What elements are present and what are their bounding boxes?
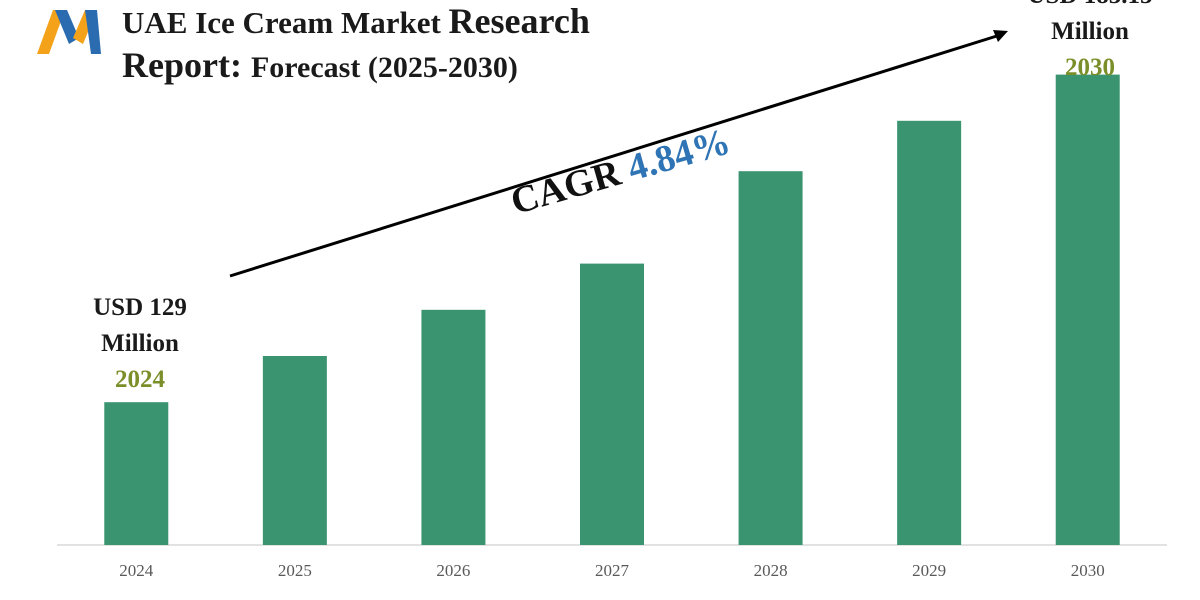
x-tick-label-2029: 2029 [912, 561, 946, 580]
x-tick-label-2024: 2024 [119, 561, 154, 580]
trend-arrow [229, 33, 1001, 278]
bar-2024 [104, 402, 169, 545]
x-tick-label-2026: 2026 [436, 561, 470, 580]
x-tick-label-2025: 2025 [278, 561, 312, 580]
title-part-4: Forecast (2025-2030) [250, 51, 518, 84]
start-amount-line-2: Million [101, 330, 179, 357]
x-tick-label-2028: 2028 [754, 561, 788, 580]
end-amount-line-2: Million [1051, 18, 1129, 45]
end-value-annotation: USD 185.15 Million 2030 [1010, 0, 1170, 86]
bar-2027 [580, 263, 644, 545]
title-part-3: Report: [122, 45, 251, 85]
bar-2030 [1055, 74, 1120, 545]
trend-arrowhead [993, 30, 1008, 42]
end-year-label: 2030 [1065, 54, 1115, 81]
bar-2026 [421, 309, 486, 545]
start-amount-line-1: USD 129 [93, 294, 187, 321]
bar-2025 [262, 356, 327, 545]
x-tick-label-2027: 2027 [595, 561, 630, 580]
x-tick-labels: 2024 2025 2026 2027 2028 2029 2030 [119, 561, 1104, 580]
x-tick-label-2030: 2030 [1071, 561, 1105, 580]
end-amount-line-1: USD 185.15 [1010, 0, 1170, 14]
title-part-1: UAE Ice Cream Market [122, 5, 449, 40]
bars-group [104, 74, 1120, 546]
start-value-annotation: USD 129 Million 2024 [70, 290, 210, 398]
chart-title-line-2: Report: Forecast (2025-2030) [122, 44, 518, 86]
bar-2028 [738, 171, 803, 545]
chart-title-line-1: UAE Ice Cream Market Research [122, 0, 590, 42]
start-year-label: 2024 [115, 366, 165, 393]
bar-2029 [897, 120, 962, 546]
company-logo-icon [37, 10, 101, 54]
title-part-2: Research [448, 1, 590, 41]
